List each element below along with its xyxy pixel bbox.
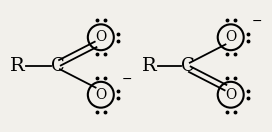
Text: R: R [142,57,157,75]
Text: O: O [95,30,106,44]
Text: −: − [252,15,262,28]
Text: O: O [225,88,236,102]
Text: O: O [95,88,106,102]
Text: C: C [181,57,194,75]
Text: −: − [122,73,132,86]
Text: C: C [51,57,64,75]
Text: O: O [225,30,236,44]
Text: R: R [10,57,24,75]
